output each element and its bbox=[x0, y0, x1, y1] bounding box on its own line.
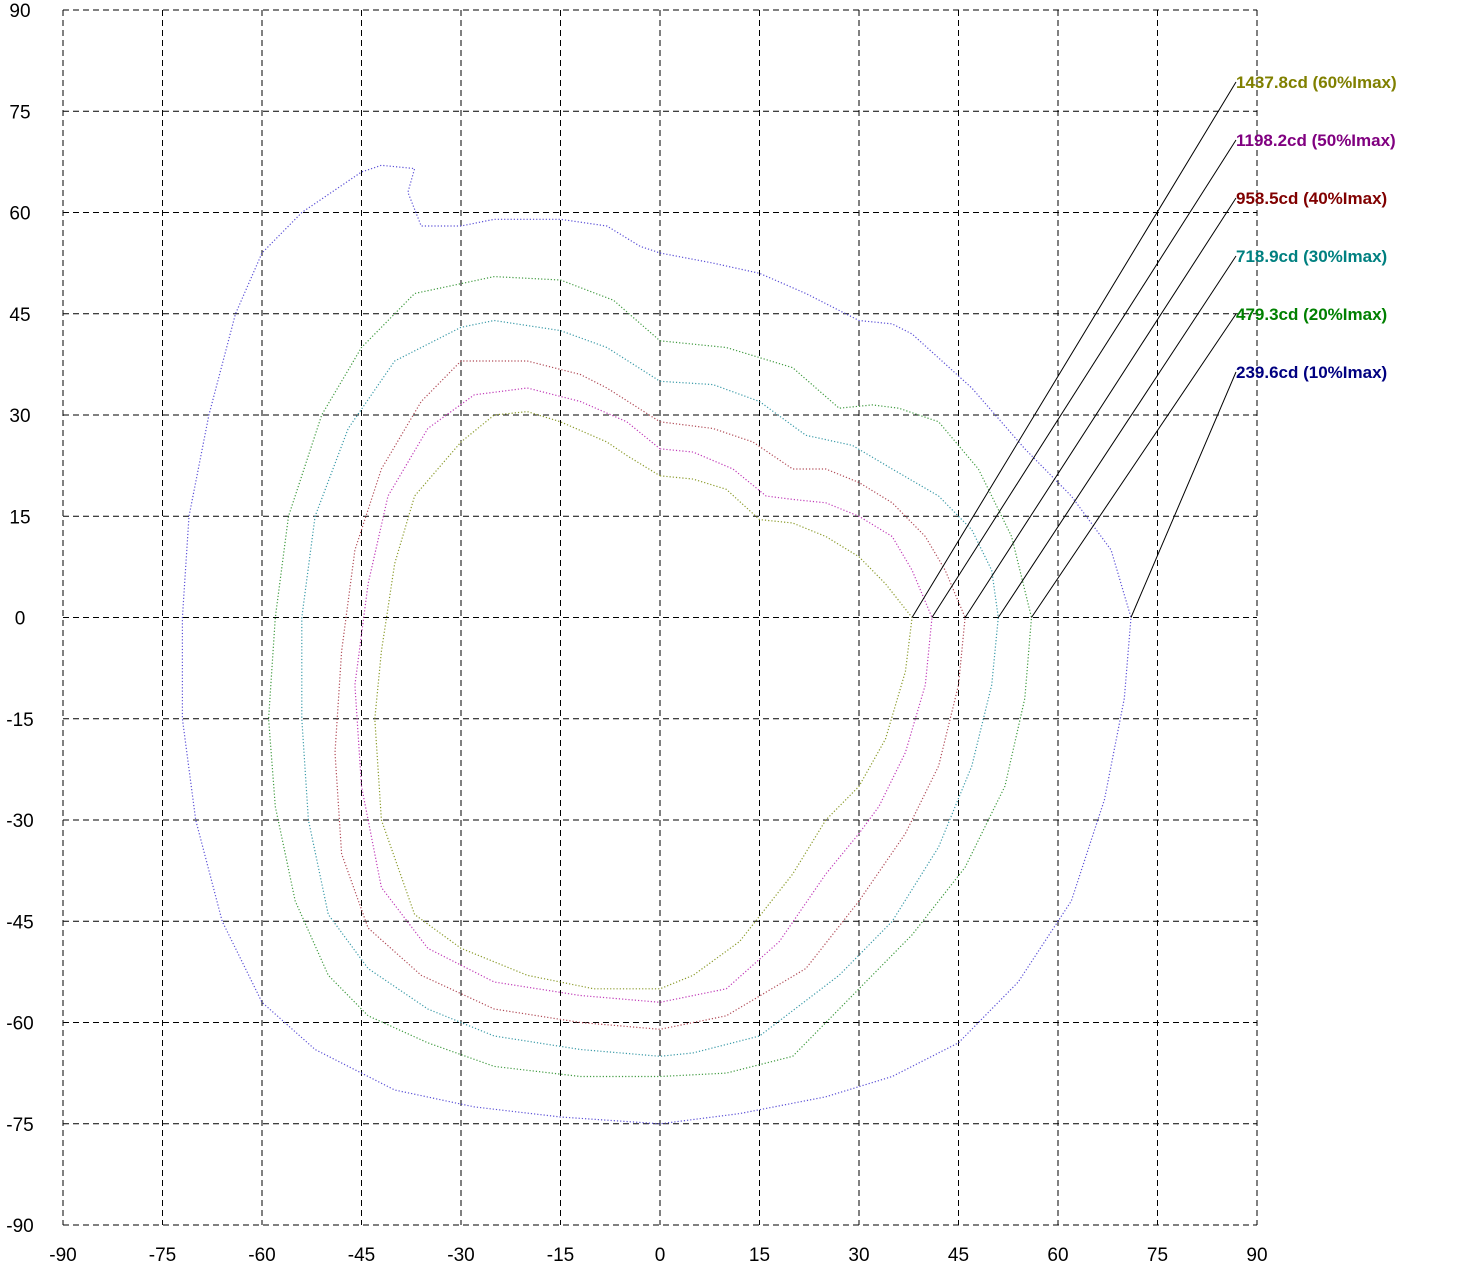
y-tick-label: -45 bbox=[6, 912, 33, 933]
y-tick-label: 75 bbox=[9, 102, 30, 123]
contour-line-2 bbox=[267, 275, 1033, 1078]
x-tick-label: 90 bbox=[1246, 1245, 1267, 1266]
x-tick-label: 0 bbox=[655, 1245, 666, 1266]
y-tick-label: 15 bbox=[9, 507, 30, 528]
legend-label-4: 958.5cd (40%Imax) bbox=[1236, 189, 1387, 208]
contour-line-5 bbox=[354, 387, 933, 1003]
legend-label-3: 718.9cd (30%Imax) bbox=[1236, 247, 1387, 266]
leader-line-5 bbox=[931, 139, 1237, 618]
leader-line-1 bbox=[1130, 371, 1237, 618]
contour-lines bbox=[181, 164, 1132, 1125]
x-tick-label: -45 bbox=[348, 1245, 375, 1266]
legend-label-1: 239.6cd (10%Imax) bbox=[1236, 363, 1387, 382]
x-tick-label: -90 bbox=[49, 1245, 76, 1266]
legend-label-5: 1198.2cd (50%Imax) bbox=[1236, 131, 1396, 150]
x-tick-label: 60 bbox=[1047, 1245, 1068, 1266]
y-tick-label: 60 bbox=[9, 204, 30, 225]
leader-line-3 bbox=[997, 255, 1237, 618]
leader-line-6 bbox=[911, 81, 1237, 618]
leader-line-4 bbox=[964, 197, 1237, 618]
y-tick-label: -60 bbox=[6, 1014, 33, 1035]
contour-line-6 bbox=[374, 410, 913, 990]
x-tick-label: -30 bbox=[447, 1245, 474, 1266]
x-tick-label: -60 bbox=[248, 1245, 275, 1266]
x-tick-label: 15 bbox=[749, 1245, 770, 1266]
contour-line-3 bbox=[301, 319, 999, 1057]
legend-label-2: 479.3cd (20%Imax) bbox=[1236, 305, 1387, 324]
legend: 239.6cd (10%Imax) 479.3cd (20%Imax) 718.9c… bbox=[1236, 73, 1397, 382]
x-axis-tick-labels: -90 -75 -60 -45 -30 -15 0 15 30 45 60 75 90 bbox=[49, 1245, 1267, 1266]
y-tick-label: 45 bbox=[9, 305, 30, 326]
x-tick-label: 75 bbox=[1147, 1245, 1168, 1266]
legend-label-6: 1437.8cd (60%Imax) bbox=[1236, 73, 1397, 92]
y-tick-label: 90 bbox=[9, 1, 30, 22]
x-tick-label: 45 bbox=[948, 1245, 969, 1266]
legend-leader-lines bbox=[911, 81, 1237, 618]
x-tick-label: -15 bbox=[547, 1245, 574, 1266]
y-tick-label: -15 bbox=[6, 710, 33, 731]
contour-line-4 bbox=[334, 360, 966, 1030]
y-tick-label: -75 bbox=[6, 1115, 33, 1136]
x-tick-label: -75 bbox=[149, 1245, 176, 1266]
y-axis-tick-labels: 90 75 60 45 30 15 0 -15 -30 -45 -60 -75 -90 bbox=[6, 1, 33, 1237]
leader-line-2 bbox=[1031, 313, 1237, 618]
y-tick-label: 30 bbox=[9, 406, 30, 427]
y-tick-label: -30 bbox=[6, 811, 33, 832]
contour-line-1 bbox=[181, 164, 1132, 1125]
x-tick-label: 30 bbox=[848, 1245, 869, 1266]
y-tick-label: -90 bbox=[6, 1216, 33, 1237]
grid-lines bbox=[62, 9, 1258, 1226]
y-tick-label: 0 bbox=[15, 609, 26, 630]
